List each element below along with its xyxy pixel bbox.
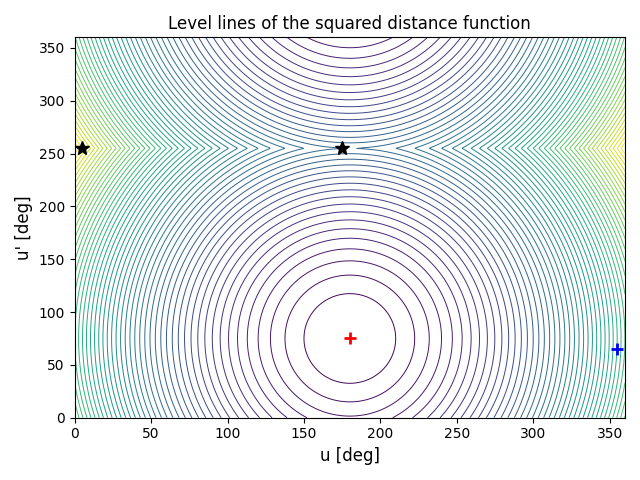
X-axis label: u [deg]: u [deg]	[320, 447, 380, 465]
Title: Level lines of the squared distance function: Level lines of the squared distance func…	[168, 15, 531, 33]
Y-axis label: u' [deg]: u' [deg]	[15, 195, 33, 260]
